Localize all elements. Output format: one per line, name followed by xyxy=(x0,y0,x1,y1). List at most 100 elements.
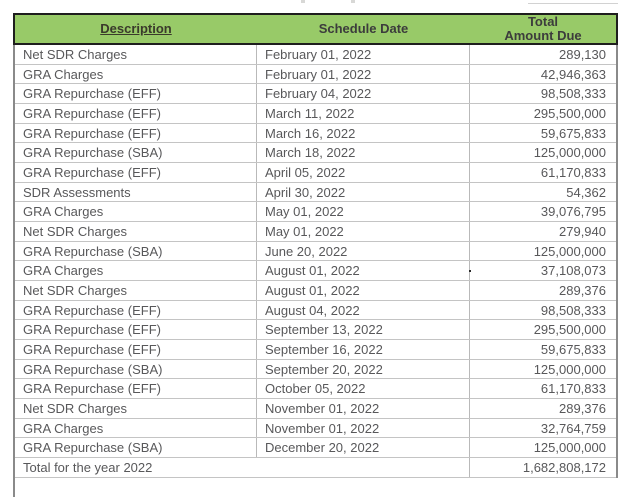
amount-cell: 59,675,833 xyxy=(540,125,606,141)
table-row: GRA Repurchase (EFF) September 13, 2022 … xyxy=(15,320,616,341)
table-row: GRA Charges August 01, 2022 37,108,073 xyxy=(15,261,616,282)
total-amount-due-column-header: Total Amount Due xyxy=(470,15,616,43)
schedule-date-cell: March 11, 2022 xyxy=(257,104,470,123)
description-cell: GRA Charges xyxy=(15,418,257,438)
amount-cell: 125,000,000 xyxy=(533,440,606,456)
total-label-cell: Total for the year 2022 xyxy=(15,458,470,477)
table-row: GRA Repurchase (EFF) March 11, 2022 295,… xyxy=(15,104,616,124)
table-row: Net SDR Charges February 01, 2022 289,13… xyxy=(15,45,616,65)
description-cell: GRA Repurchase (SBA) xyxy=(15,438,257,458)
description-cell: Net SDR Charges xyxy=(15,45,257,64)
cropped-text-artifact xyxy=(351,0,355,3)
schedule-date-cell: February 01, 2022 xyxy=(257,64,470,84)
table-row: GRA Repurchase (EFF) April 05, 2022 61,1… xyxy=(15,163,616,183)
schedule-date-cell: May 01, 2022 xyxy=(257,202,470,222)
schedule-date-cell: December 20, 2022 xyxy=(257,438,470,458)
table-row: GRA Repurchase (SBA) March 18, 2022 125,… xyxy=(15,143,616,164)
table-row: GRA Repurchase (EFF) August 04, 2022 98,… xyxy=(15,300,616,321)
table-row: Net SDR Charges May 01, 2022 279,940 xyxy=(15,222,616,242)
description-cell: Net SDR Charges xyxy=(15,399,257,418)
schedule-date-cell: April 30, 2022 xyxy=(257,182,470,202)
amount-cell: 61,170,833 xyxy=(540,164,606,180)
table-row: GRA Repurchase (EFF) March 16, 2022 59,6… xyxy=(15,123,616,144)
schedule-date-cell: August 04, 2022 xyxy=(257,300,470,320)
table-row: GRA Charges May 01, 2022 39,076,795 xyxy=(15,202,616,223)
table-row: GRA Repurchase (EFF) February 04, 2022 9… xyxy=(15,84,616,105)
amount-cell: 279,940 xyxy=(559,223,606,239)
description-cell: GRA Repurchase (EFF) xyxy=(15,104,257,123)
amount-cell: 61,170,833 xyxy=(540,381,606,397)
amount-cell: 42,946,363 xyxy=(540,66,606,82)
table-row: Net SDR Charges August 01, 2022 289,376 xyxy=(15,281,616,301)
description-column-header: Description xyxy=(15,22,257,36)
schedule-date-cell: February 04, 2022 xyxy=(257,84,470,104)
amount-cell: 59,675,833 xyxy=(540,341,606,357)
description-cell: GRA Repurchase (EFF) xyxy=(15,300,257,320)
table-body: Net SDR Charges February 01, 2022 289,13… xyxy=(13,45,618,478)
schedule-date-cell: February 01, 2022 xyxy=(257,45,470,64)
description-cell: GRA Repurchase (SBA) xyxy=(15,143,257,163)
cropped-element-border xyxy=(528,3,618,4)
schedule-date-cell: April 05, 2022 xyxy=(257,163,470,182)
amount-cell: 295,500,000 xyxy=(533,322,606,338)
amount-cell: 289,376 xyxy=(559,282,606,298)
amount-cell: 295,500,000 xyxy=(533,105,606,121)
description-cell: GRA Repurchase (EFF) xyxy=(15,340,257,359)
schedule-date-cell: September 20, 2022 xyxy=(257,359,470,379)
description-cell: SDR Assessments xyxy=(15,182,257,202)
amount-cell: 54,362 xyxy=(566,184,606,200)
description-cell: GRA Repurchase (SBA) xyxy=(15,241,257,261)
schedule-date-cell: May 01, 2022 xyxy=(257,222,470,241)
total-amount-due-line1: Total xyxy=(527,14,559,29)
schedule-date-cell: August 01, 2022 xyxy=(257,281,470,300)
amount-cell: 289,376 xyxy=(559,400,606,416)
description-cell: GRA Charges xyxy=(15,64,257,84)
schedule-date-cell: November 01, 2022 xyxy=(257,418,470,438)
description-cell: Net SDR Charges xyxy=(15,281,257,300)
total-amount-due-line2: Amount Due xyxy=(504,28,582,43)
description-cell: Net SDR Charges xyxy=(15,222,257,241)
schedule-date-cell: November 01, 2022 xyxy=(257,399,470,418)
table-row: GRA Charges February 01, 2022 42,946,363 xyxy=(15,64,616,85)
amount-cell: 37,108,073 xyxy=(540,263,606,279)
schedule-date-cell: September 13, 2022 xyxy=(257,320,470,340)
description-cell: GRA Repurchase (SBA) xyxy=(15,359,257,379)
description-cell: GRA Charges xyxy=(15,261,257,281)
schedule-date-cell: August 01, 2022 xyxy=(257,261,470,281)
amount-cell: 98,508,333 xyxy=(540,302,606,318)
amount-cell: 98,508,333 xyxy=(540,86,606,102)
amount-cell: 125,000,000 xyxy=(533,243,606,259)
description-sort-link[interactable]: Description xyxy=(100,21,172,36)
description-cell: GRA Repurchase (EFF) xyxy=(15,84,257,104)
description-cell: GRA Repurchase (EFF) xyxy=(15,320,257,340)
table-row: GRA Repurchase (SBA) June 20, 2022 125,0… xyxy=(15,241,616,262)
cropped-text-artifact xyxy=(301,0,305,3)
table-row: GRA Repurchase (SBA) December 20, 2022 1… xyxy=(15,438,616,459)
total-row: Total for the year 2022 1,682,808,172 xyxy=(15,458,616,478)
description-cell: GRA Charges xyxy=(15,202,257,222)
table-header-row: Description Schedule Date Total Amount D… xyxy=(13,13,618,45)
description-cell: GRA Repurchase (EFF) xyxy=(15,163,257,182)
table-row: GRA Repurchase (EFF) September 16, 2022 … xyxy=(15,340,616,360)
table-row: GRA Repurchase (EFF) October 05, 2022 61… xyxy=(15,379,616,400)
table-row: GRA Repurchase (SBA) September 20, 2022 … xyxy=(15,359,616,380)
description-cell: GRA Repurchase (EFF) xyxy=(15,379,257,399)
description-cell: GRA Repurchase (EFF) xyxy=(15,123,257,143)
table-row: Net SDR Charges November 01, 2022 289,37… xyxy=(15,399,616,419)
amount-cell: 32,764,759 xyxy=(540,420,606,436)
amount-cell: 125,000,000 xyxy=(533,361,606,377)
schedule-date-column-header: Schedule Date xyxy=(318,21,409,36)
total-amount-cell: 1,682,808,172 xyxy=(522,459,606,475)
stray-dot-artifact xyxy=(469,270,471,273)
table-row: GRA Charges November 01, 2022 32,764,759 xyxy=(15,418,616,439)
schedule-date-cell: March 18, 2022 xyxy=(257,143,470,163)
schedule-date-cell: October 05, 2022 xyxy=(257,379,470,399)
amount-cell: 39,076,795 xyxy=(540,204,606,220)
amount-cell: 289,130 xyxy=(559,46,606,62)
table-rows-container: Net SDR Charges February 01, 2022 289,13… xyxy=(15,45,616,459)
schedule-date-cell: March 16, 2022 xyxy=(257,123,470,143)
schedule-date-cell: September 16, 2022 xyxy=(257,340,470,359)
amount-cell: 125,000,000 xyxy=(533,145,606,161)
schedule-date-cell: June 20, 2022 xyxy=(257,241,470,261)
table-row: SDR Assessments April 30, 2022 54,362 xyxy=(15,182,616,203)
